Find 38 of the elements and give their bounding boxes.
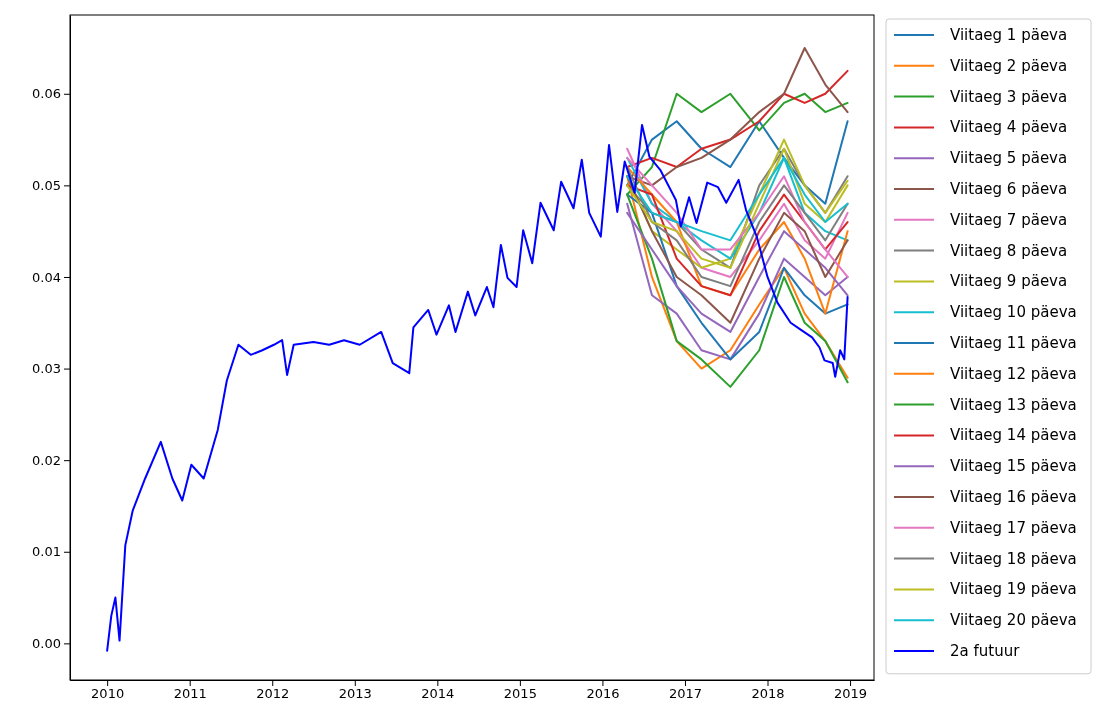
legend-label: Viitaeg 13 päeva — [950, 395, 1077, 414]
legend-label: Viitaeg 8 päeva — [950, 241, 1068, 260]
legend-label: Viitaeg 7 päeva — [950, 210, 1068, 229]
legend-label: Viitaeg 20 päeva — [950, 611, 1077, 630]
x-tick-label: 2014 — [421, 686, 455, 702]
x-tick-label: 2015 — [503, 686, 537, 702]
x-tick-label: 2019 — [834, 686, 868, 702]
legend-label: Viitaeg 3 päeva — [950, 87, 1068, 106]
y-tick-label: 0.03 — [32, 361, 61, 377]
legend-label: Viitaeg 2 päeva — [950, 56, 1068, 75]
legend-label: Viitaeg 11 päeva — [950, 334, 1077, 352]
y-tick-label: 0.00 — [32, 636, 61, 652]
y-tick-label: 0.02 — [32, 452, 61, 468]
legend-label: Viitaeg 1 päeva — [950, 26, 1068, 44]
legend-label: Viitaeg 9 päeva — [950, 272, 1068, 291]
legend-label: Viitaeg 18 päeva — [950, 549, 1077, 568]
legend-label: Viitaeg 6 päeva — [950, 180, 1068, 198]
y-tick-label: 0.05 — [32, 178, 61, 194]
legend-label: Viitaeg 5 päeva — [950, 149, 1068, 168]
legend-label: Viitaeg 4 päeva — [950, 118, 1068, 137]
y-tick-label: 0.06 — [32, 86, 61, 102]
x-tick-label: 2016 — [586, 686, 620, 702]
y-tick-label: 0.01 — [32, 544, 61, 560]
legend-label: Viitaeg 10 päeva — [950, 303, 1077, 322]
x-tick-label: 2017 — [668, 686, 703, 702]
legend-label: Viitaeg 19 päeva — [950, 580, 1077, 599]
y-tick-label: 0.04 — [32, 269, 61, 285]
legend-label: Viitaeg 16 päeva — [950, 488, 1077, 506]
legend-label: Viitaeg 17 päeva — [950, 518, 1077, 537]
legend-label: Viitaeg 15 päeva — [950, 457, 1077, 476]
x-tick-label: 2013 — [338, 686, 372, 702]
legend-label: Viitaeg 14 päeva — [950, 426, 1077, 445]
x-tick-label: 2012 — [256, 686, 290, 702]
x-tick-label: 2011 — [173, 686, 207, 702]
x-tick-label: 2010 — [91, 686, 125, 702]
x-tick-label: 2018 — [751, 686, 785, 702]
legend-label: 2a futuur — [950, 642, 1021, 660]
legend-label: Viitaeg 12 päeva — [950, 364, 1077, 383]
